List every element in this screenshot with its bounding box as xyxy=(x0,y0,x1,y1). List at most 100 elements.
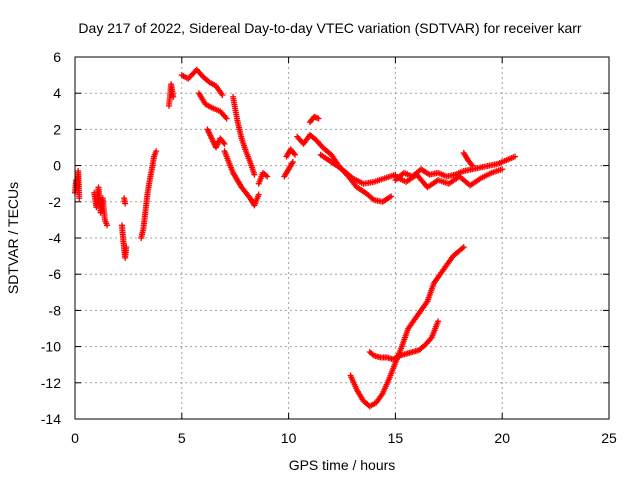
data-point-trace xyxy=(140,209,149,231)
data-point-trace xyxy=(218,109,229,121)
data-point-trace xyxy=(201,74,212,85)
data-point-trace xyxy=(151,149,159,158)
data-point-trace xyxy=(351,176,365,186)
y-axis-label: SDTVAR / TECUs xyxy=(5,182,21,294)
x-axis-label: GPS time / hours xyxy=(289,457,396,473)
data-point-trace xyxy=(243,149,253,164)
data-point-trace xyxy=(247,160,257,176)
data-point-trace xyxy=(436,170,448,179)
data-point-trace xyxy=(466,158,475,168)
data-point-trace xyxy=(142,191,151,213)
data-point-trace xyxy=(419,167,432,177)
plot-frame xyxy=(74,56,610,420)
data-point-trace xyxy=(226,160,236,175)
data-point-trace xyxy=(252,193,261,207)
data-point-trace xyxy=(282,167,291,179)
axis-ticks: 0 5 10 15 20 25 -14 -12 -10 -8 -6 -4 -2 0 2 4 6 xyxy=(41,49,617,446)
x-tick-label: 5 xyxy=(178,430,186,446)
data-point-trace xyxy=(412,308,423,321)
data-point-trace xyxy=(429,320,441,339)
data-point-trace xyxy=(288,147,297,157)
data-point-trace xyxy=(380,377,392,395)
data-point-trace xyxy=(286,160,296,171)
data-point-trace xyxy=(471,164,483,172)
data-point-trace xyxy=(458,174,472,188)
data-point-trace xyxy=(340,167,355,180)
gridlines xyxy=(75,57,609,419)
x-tick-label: 20 xyxy=(494,430,510,446)
data-point-trace xyxy=(372,197,384,205)
data-point-trace xyxy=(362,179,376,187)
data-point-trace xyxy=(505,154,517,163)
data-point-trace xyxy=(391,353,402,362)
data-point-trace xyxy=(319,152,333,164)
data-point-trace xyxy=(425,282,437,303)
y-tick-label: -2 xyxy=(49,194,62,210)
data-point-trace xyxy=(230,95,240,122)
data-point-trace xyxy=(214,84,225,97)
data-point-trace xyxy=(468,176,483,188)
data-point-trace xyxy=(479,162,491,171)
data-point-trace xyxy=(355,185,368,195)
data-point-trace xyxy=(121,196,128,205)
data-point-trace xyxy=(122,245,130,260)
y-tick-label: 2 xyxy=(53,121,61,137)
data-point-trace xyxy=(372,353,382,361)
data-point-trace xyxy=(222,149,232,164)
data-point-trace xyxy=(205,127,214,140)
y-tick-label: 4 xyxy=(53,85,61,101)
data-point-trace xyxy=(423,335,434,347)
data-point-trace xyxy=(404,349,414,357)
x-tick-label: 25 xyxy=(601,430,617,446)
y-tick-label: -10 xyxy=(41,339,61,355)
y-tick-label: -6 xyxy=(49,266,62,282)
data-point-trace xyxy=(147,168,155,182)
data-point-trace xyxy=(488,161,500,169)
data-point-trace xyxy=(261,171,269,179)
data-point-trace xyxy=(451,248,462,259)
y-tick-label: -14 xyxy=(41,411,61,427)
data-point-trace xyxy=(75,169,83,200)
y-tick-label: 0 xyxy=(53,158,61,174)
data-point-trace xyxy=(490,166,504,176)
data-point-trace xyxy=(419,299,430,312)
data-point-trace xyxy=(374,392,385,405)
x-tick-label: 0 xyxy=(71,430,79,446)
data-point-trace xyxy=(417,342,428,353)
data-point-trace xyxy=(398,351,408,359)
data-point-trace xyxy=(239,137,249,153)
data-point-trace xyxy=(234,119,245,140)
data-point-trace xyxy=(447,174,461,186)
data-point-trace xyxy=(195,68,205,79)
data-point-trace xyxy=(445,172,457,180)
data-point-trace xyxy=(438,263,449,276)
data-point-trace xyxy=(368,400,378,409)
data-point-trace xyxy=(210,105,222,114)
data-point-trace xyxy=(381,194,393,204)
data-point-trace xyxy=(321,145,333,157)
data-point-trace xyxy=(372,175,386,185)
data-point-trace xyxy=(348,374,360,392)
chart-title: Day 217 of 2022, Sidereal Day-to-day VTE… xyxy=(78,20,581,36)
x-tick-label: 15 xyxy=(388,430,404,446)
data-point-trace xyxy=(406,317,417,330)
data-point-trace xyxy=(312,114,321,121)
data-point-trace xyxy=(186,67,199,81)
data-point-trace xyxy=(368,350,376,358)
data-point-trace xyxy=(431,272,443,285)
data-points xyxy=(72,66,519,410)
data-point-trace xyxy=(496,157,508,167)
data-point-trace xyxy=(239,185,248,195)
data-point-trace xyxy=(399,327,411,348)
data-point-trace xyxy=(461,151,471,162)
data-point-trace xyxy=(196,91,208,106)
data-point-trace xyxy=(230,171,240,182)
data-point-trace xyxy=(102,218,110,227)
data-point-trace xyxy=(363,190,376,202)
data-point-trace xyxy=(361,398,372,409)
data-point-trace xyxy=(436,177,451,187)
y-tick-label: -8 xyxy=(49,302,62,318)
data-point-trace xyxy=(457,245,466,253)
data-point-trace xyxy=(314,138,325,150)
